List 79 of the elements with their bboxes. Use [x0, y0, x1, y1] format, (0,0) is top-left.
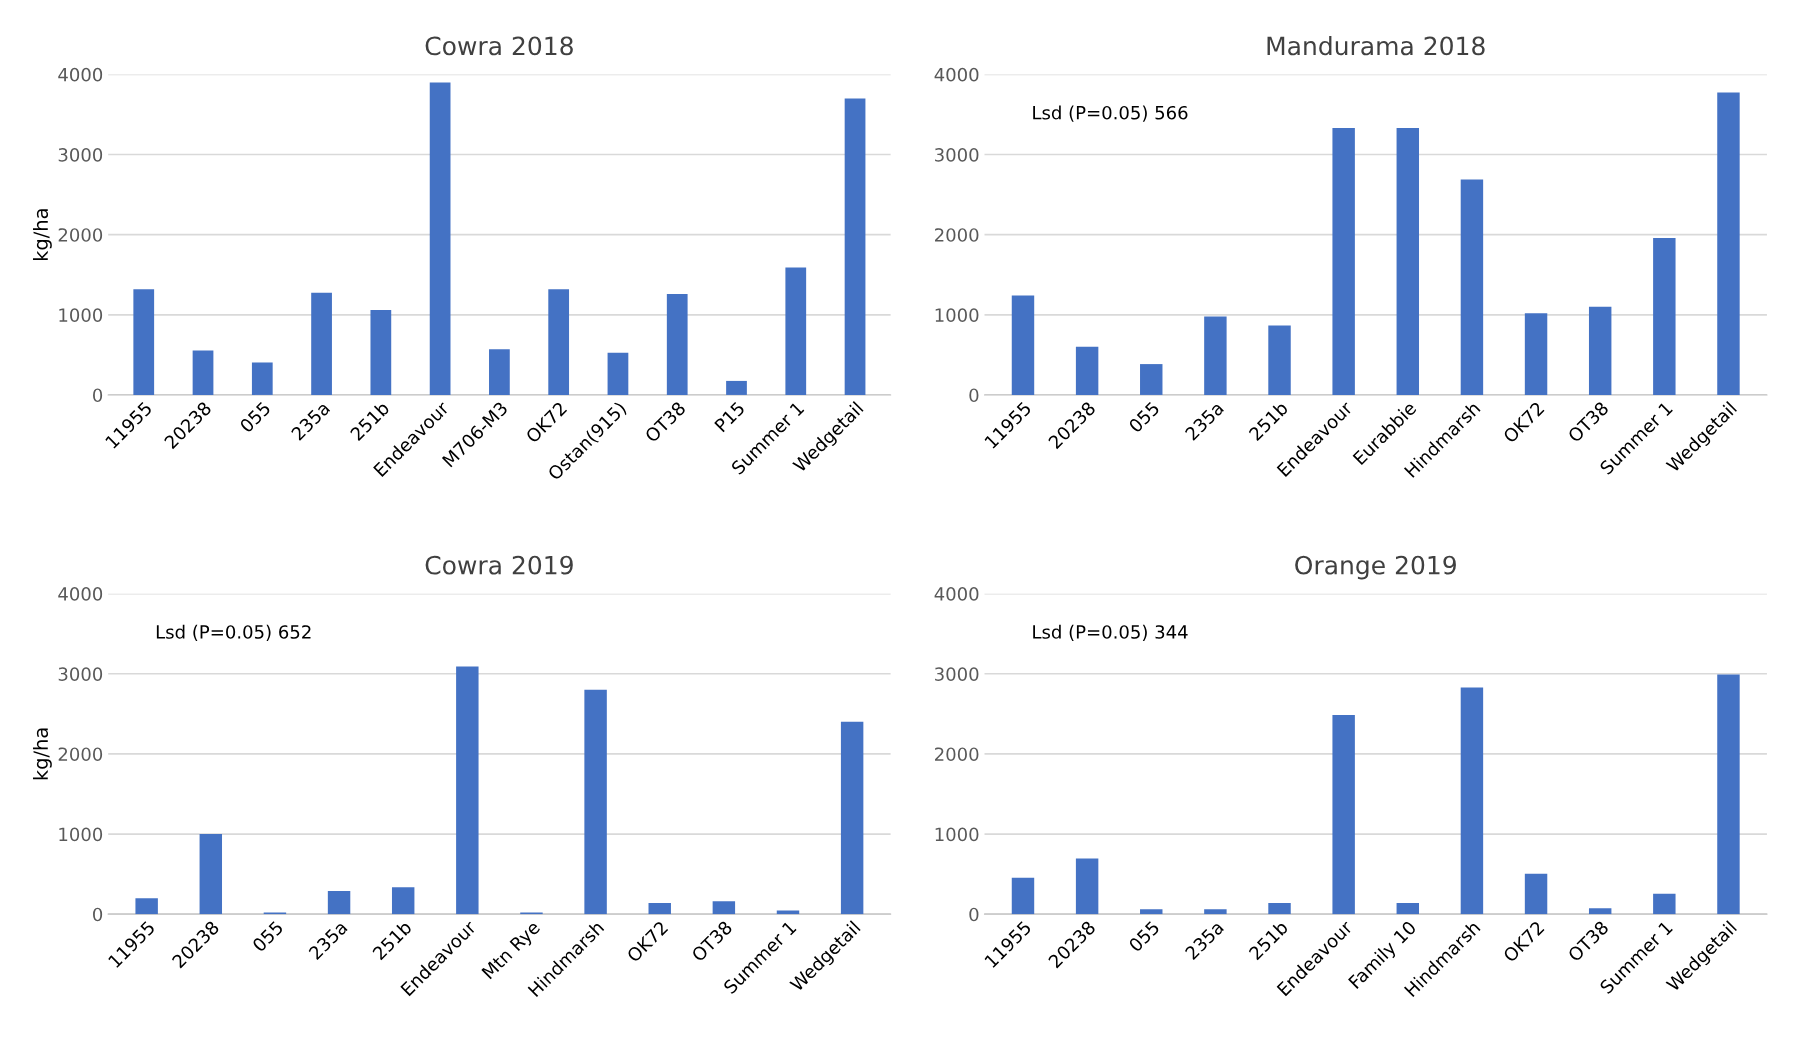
bar [311, 292, 332, 395]
bar [1332, 715, 1355, 915]
bar [1204, 909, 1227, 915]
y-tick-label: 4000 [934, 587, 979, 601]
y-tick-label: 3000 [935, 667, 979, 681]
bar [192, 350, 214, 395]
y-tick-label: 2000 [935, 747, 979, 762]
bar [1396, 902, 1420, 915]
bar [1140, 909, 1163, 915]
y-tick-label: 1000 [935, 308, 979, 322]
annotation: Lsd (P=0.05) 652 [156, 624, 311, 641]
bar [1011, 295, 1035, 395]
bar [1717, 92, 1740, 395]
y-tick-label: 0 [93, 388, 103, 403]
bar [456, 666, 479, 915]
bar [584, 689, 607, 915]
y-axis-title: kg/ha [32, 209, 52, 261]
bar [133, 289, 155, 395]
bar [785, 267, 807, 395]
bar [648, 902, 671, 915]
bar [1524, 873, 1548, 915]
y-tick-label: 2000 [58, 747, 103, 762]
bar [1524, 313, 1548, 395]
bar [840, 721, 864, 915]
y-tick-label: 0 [969, 907, 979, 922]
y-tick-label: 2000 [935, 228, 979, 242]
bar [1717, 674, 1740, 915]
y-tick-label: 3000 [58, 667, 103, 681]
y-tick-label: 0 [969, 388, 979, 403]
x-tick-label: 055 [238, 401, 272, 434]
bar [1653, 237, 1676, 395]
x-tick-label: 055 [1127, 920, 1161, 953]
bar [712, 901, 736, 915]
x-tick-label: 055 [251, 920, 284, 953]
bar [607, 352, 629, 395]
y-tick-label: 4000 [58, 67, 103, 82]
bar [391, 887, 415, 915]
chart-title: Cowra 2019 [425, 555, 573, 575]
bar [1011, 877, 1035, 915]
annotation: Lsd (P=0.05) 566 [1033, 105, 1188, 122]
y-tick-label: 3000 [58, 148, 103, 162]
bar [666, 293, 688, 395]
chart-title: Mandurama 2018 [1267, 35, 1485, 56]
bar [1588, 306, 1612, 395]
bar [844, 98, 866, 395]
y-tick-label: 2000 [58, 228, 103, 242]
chart-title: Cowra 2018 [425, 36, 573, 56]
bar [1075, 346, 1099, 395]
bar [199, 834, 223, 915]
bar [1332, 128, 1355, 395]
y-axis-title: kg/ha [32, 728, 52, 780]
bar [429, 82, 451, 395]
bar [548, 289, 570, 395]
y-tick-label: 0 [93, 907, 103, 922]
bar [1204, 316, 1227, 395]
bar [1075, 858, 1099, 915]
y-tick-label: 4000 [934, 67, 979, 82]
bar [489, 349, 510, 395]
bar [1268, 902, 1291, 915]
bar [726, 380, 747, 395]
y-tick-label: 4000 [58, 587, 103, 601]
bar [1268, 325, 1291, 395]
y-tick-label: 1000 [935, 827, 979, 842]
chart-title: Orange 2019 [1295, 555, 1456, 580]
bar [1460, 179, 1484, 395]
bar [1460, 687, 1484, 915]
annotation: Lsd (P=0.05) 344 [1033, 624, 1188, 641]
bar [1653, 893, 1676, 915]
x-tick-label: 055 [1127, 401, 1161, 434]
bar [1588, 908, 1612, 915]
bar [327, 890, 351, 915]
y-tick-label: 3000 [935, 148, 979, 162]
bar [1396, 128, 1420, 395]
bar [370, 309, 392, 395]
bar [251, 362, 273, 395]
y-tick-label: 1000 [59, 827, 103, 842]
y-tick-label: 1000 [59, 308, 103, 322]
bar [135, 898, 158, 915]
bar [1140, 364, 1163, 395]
